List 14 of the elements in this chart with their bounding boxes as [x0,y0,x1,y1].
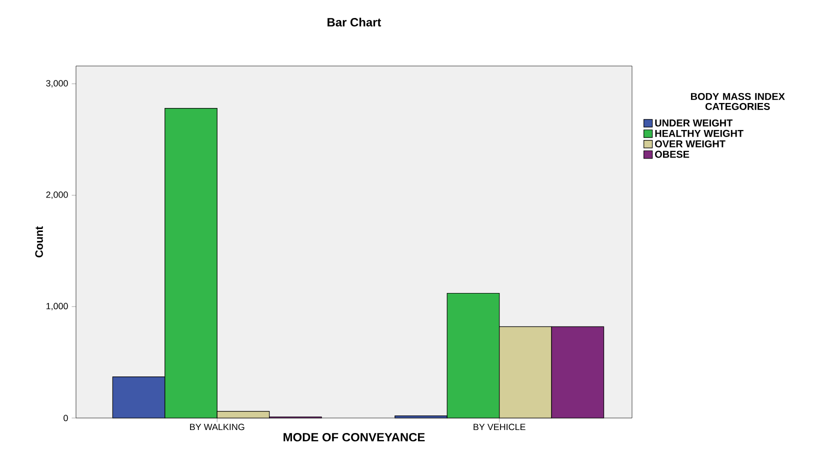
legend-label: OBESE [655,150,690,158]
y-tick-label: 2,000 [46,192,68,199]
y-tick-label: 0 [64,414,68,422]
legend-label: HEALTHY WEIGHT [655,130,744,137]
y-axis-title: Count [35,226,43,258]
chart-title: Bar Chart [328,18,382,26]
y-tick-label: 3,000 [46,80,68,88]
legend-label: OVER WEIGHT [655,140,726,148]
x-tick-label: BY WALKING [190,424,244,430]
legend-title: BODY MASS INDEX CATEGORIES [690,92,785,110]
x-axis-title: MODE OF CONVEYANCE [284,432,425,442]
x-tick-label: BY VEHICLE [474,424,526,430]
y-tick-label: 1,000 [46,302,68,310]
legend-label: UNDER WEIGHT [655,119,733,127]
